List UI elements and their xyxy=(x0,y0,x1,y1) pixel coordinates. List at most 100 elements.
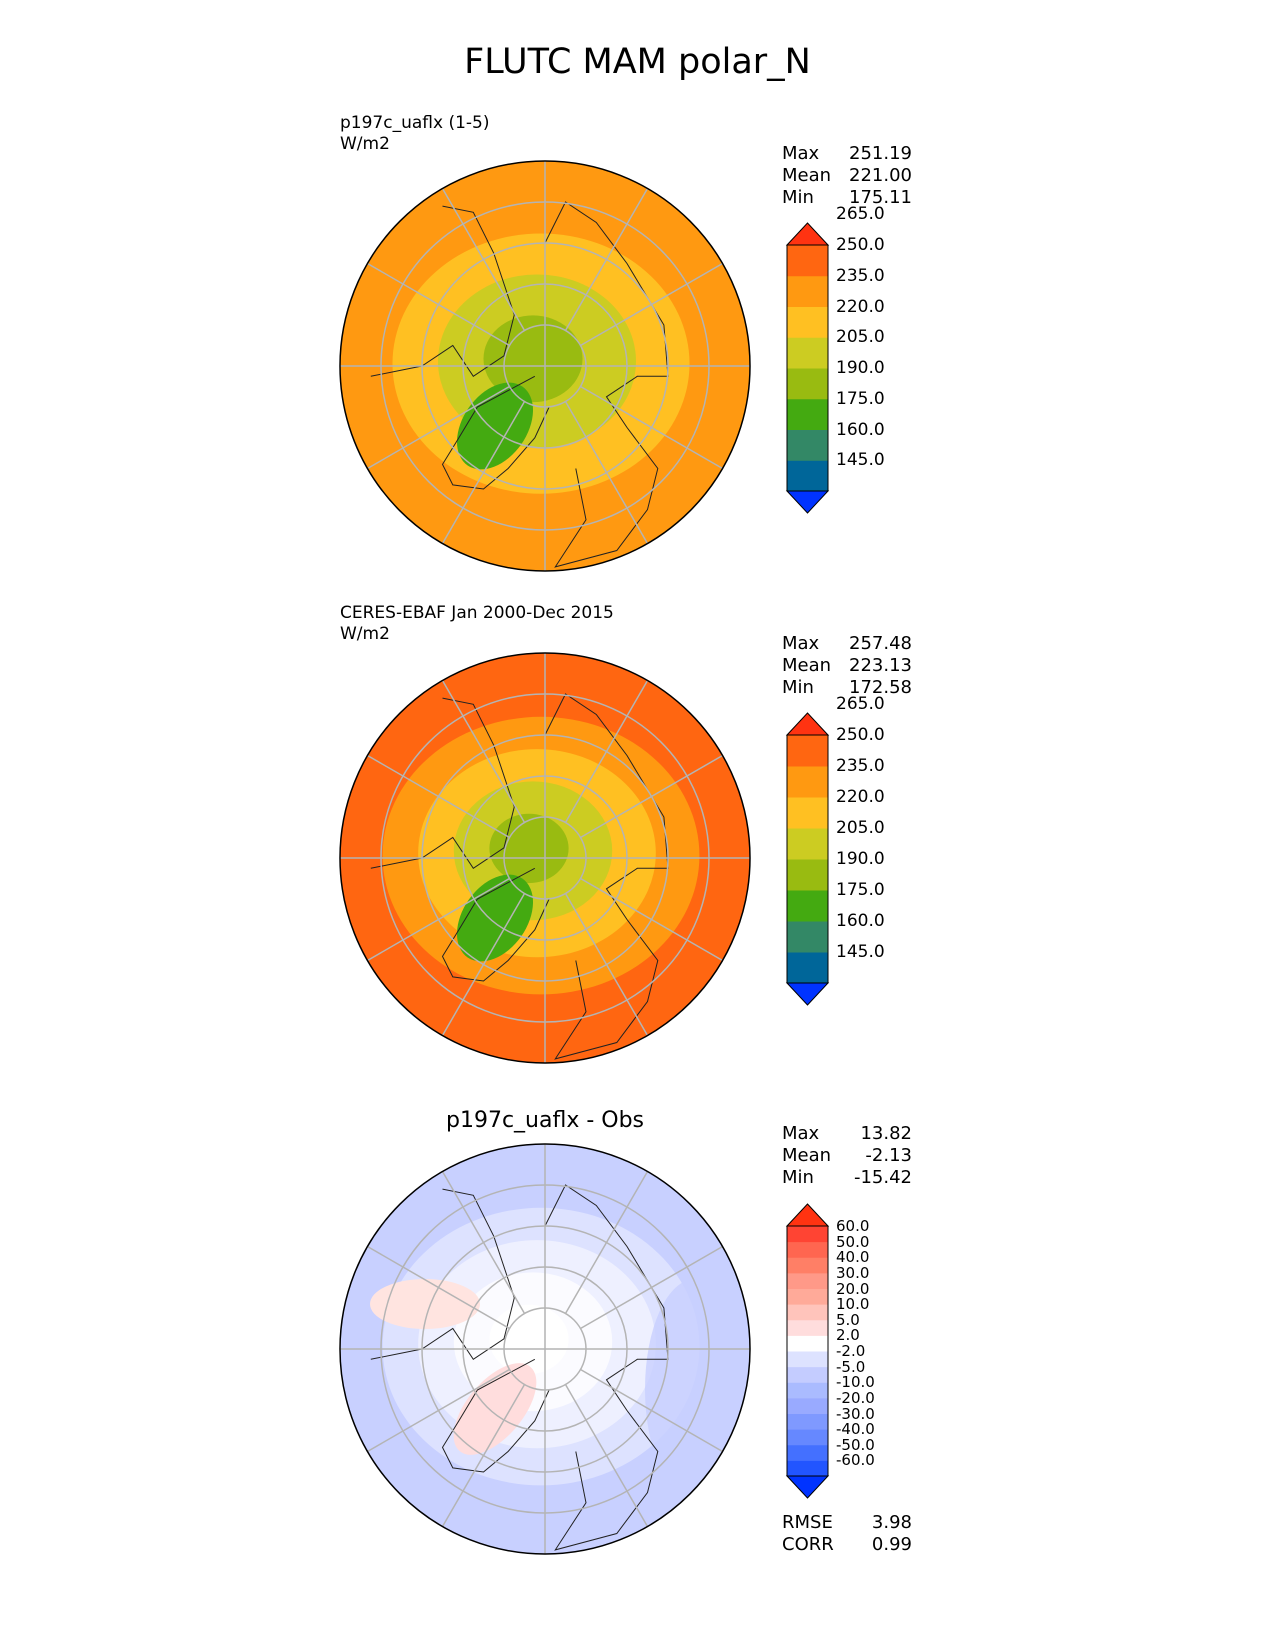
coastline xyxy=(370,1188,515,1360)
colorbar-swatch xyxy=(787,398,828,430)
colorbar-tick-label: 235.0 xyxy=(836,756,885,776)
panel3-title: p197c_uaflx - Obs xyxy=(445,1108,645,1133)
colorbar-swatch xyxy=(787,1319,828,1336)
colorbar-extend-min xyxy=(785,982,830,1006)
meridian-gridline xyxy=(367,262,510,347)
meridian-gridline xyxy=(564,1384,649,1527)
map-boundary xyxy=(339,652,751,1064)
colorbar-extend-max xyxy=(785,222,830,246)
meridian-gridline xyxy=(580,754,723,839)
map-field-band xyxy=(370,1279,480,1329)
colorbar-tick-label: 175.0 xyxy=(836,880,885,900)
colorbar-swatch xyxy=(787,1351,828,1368)
colorbar-swatch xyxy=(787,1241,828,1258)
colorbar-swatch xyxy=(787,1382,828,1399)
meridian-gridline xyxy=(441,401,526,544)
meridian-gridline xyxy=(580,1368,723,1453)
map-boundary xyxy=(339,160,751,572)
colorbar-tick-label: 265.0 xyxy=(836,204,885,225)
colorbar-tick-label: 20.0 xyxy=(836,1279,870,1298)
colorbar-swatch xyxy=(787,1272,828,1289)
colorbar-extend-max xyxy=(785,1203,830,1227)
meridian-gridline xyxy=(367,754,510,839)
colorbar-frame xyxy=(786,1225,829,1477)
colorbar-tick-label: -2.0 xyxy=(836,1342,866,1360)
colorbar-swatch xyxy=(787,1226,828,1243)
panel2-obs-name: CERES-EBAF Jan 2000-Dec 2015 xyxy=(340,603,614,623)
map-field-band xyxy=(453,1363,537,1455)
colorbar-swatch xyxy=(787,306,828,338)
colorbar-tick-label: 5.0 xyxy=(836,1310,860,1329)
panel3-stat-mean: Mean -2.13 xyxy=(782,1145,912,1166)
colorbar-tick-label: 160.0 xyxy=(836,911,885,931)
panel3-stat-max: Max 13.82 xyxy=(782,1123,912,1144)
polar-map-1 xyxy=(339,160,751,572)
panel1-stats: Max 251.19 Mean 221.00 Min 175.11 xyxy=(782,143,912,209)
panel2-stat-mean: Mean 223.13 xyxy=(782,655,912,676)
meridian-gridline xyxy=(367,1368,510,1453)
colorbar-tick-label: -40.0 xyxy=(836,1420,875,1439)
colorbar-tick-label: 60.0 xyxy=(836,1217,870,1235)
panel2-units: W/m2 xyxy=(340,624,390,644)
map-field-band xyxy=(489,813,569,884)
colorbar-tick-label: 190.0 xyxy=(836,849,885,869)
meridian-gridline xyxy=(441,893,526,1036)
meridian-gridline xyxy=(564,401,649,544)
panel3-corr: CORR 0.99 xyxy=(782,1534,912,1555)
panel3-metrics: RMSE 3.98 CORR 0.99 xyxy=(782,1512,912,1556)
colorbar-tick-label: 250.0 xyxy=(836,725,885,745)
colorbar-tick-label: 145.0 xyxy=(836,450,885,471)
meridian-gridline xyxy=(441,680,526,823)
colorbar-swatch xyxy=(787,1257,828,1274)
colorbar-1 xyxy=(785,222,830,514)
panel3-rmse: RMSE 3.98 xyxy=(782,1512,912,1533)
colorbar-tick-label: -50.0 xyxy=(836,1435,875,1454)
meridian-gridline xyxy=(441,1171,526,1314)
colorbar-tick-label: 50.0 xyxy=(836,1232,870,1251)
colorbar-tick-label: 160.0 xyxy=(836,419,885,440)
colorbar-tick-label: 190.0 xyxy=(836,358,885,378)
meridian-gridline xyxy=(441,1384,526,1527)
colorbar-tick-label: -30.0 xyxy=(836,1404,875,1423)
panel3-stats: Max 13.82 Mean -2.13 Min -15.42 xyxy=(782,1123,912,1189)
colorbar-swatch xyxy=(787,429,828,461)
coastline xyxy=(544,693,669,1060)
colorbar-swatch xyxy=(787,1460,828,1477)
colorbar-3 xyxy=(785,1203,830,1499)
panel2-stat-max: Max 257.48 xyxy=(782,633,912,654)
colorbar-swatch xyxy=(787,735,828,767)
panel2-stats: Max 257.48 Mean 223.13 Min 172.58 xyxy=(782,633,912,699)
colorbar-swatch xyxy=(787,828,828,860)
panel1-model-name: p197c_uaflx (1-5) xyxy=(340,113,490,133)
colorbar-swatch xyxy=(787,890,828,922)
panel1-stat-min: Min 175.11 xyxy=(782,187,912,208)
polar-map-3 xyxy=(339,1143,751,1555)
panel1-stat-max: Max 251.19 xyxy=(782,143,912,164)
colorbar-tick-label: 145.0 xyxy=(836,942,885,962)
meridian-gridline xyxy=(580,385,723,470)
map-boundary xyxy=(339,1143,751,1555)
colorbar-tick-label: 220.0 xyxy=(836,296,885,317)
colorbar-tick-label: 205.0 xyxy=(836,818,885,838)
coastline xyxy=(544,1184,669,1551)
panel1-label: p197c_uaflx (1-5) W/m2 xyxy=(340,113,489,155)
colorbar-extend-min xyxy=(785,490,830,514)
panel1-stat-mean: Mean 221.00 xyxy=(782,165,912,186)
colorbar-tick-label: 2.0 xyxy=(836,1326,860,1345)
meridian-gridline xyxy=(564,188,649,331)
colorbar-2 xyxy=(785,712,830,1006)
colorbar-extend-min xyxy=(785,1475,830,1499)
colorbar-swatch xyxy=(787,797,828,829)
map-field-band xyxy=(489,1304,569,1375)
colorbar-tick-label: 235.0 xyxy=(836,265,885,286)
colorbar-tick-label: -20.0 xyxy=(836,1388,875,1407)
meridian-gridline xyxy=(367,877,510,962)
colorbar-tick-label: 265.0 xyxy=(836,694,885,714)
map-field-band xyxy=(456,874,534,962)
colorbar-tick-label: -10.0 xyxy=(836,1373,875,1392)
meridian-gridline xyxy=(580,1245,723,1330)
colorbar-swatch xyxy=(787,275,828,307)
colorbar-tick-label: 40.0 xyxy=(836,1248,870,1267)
colorbar-swatch xyxy=(787,245,828,277)
